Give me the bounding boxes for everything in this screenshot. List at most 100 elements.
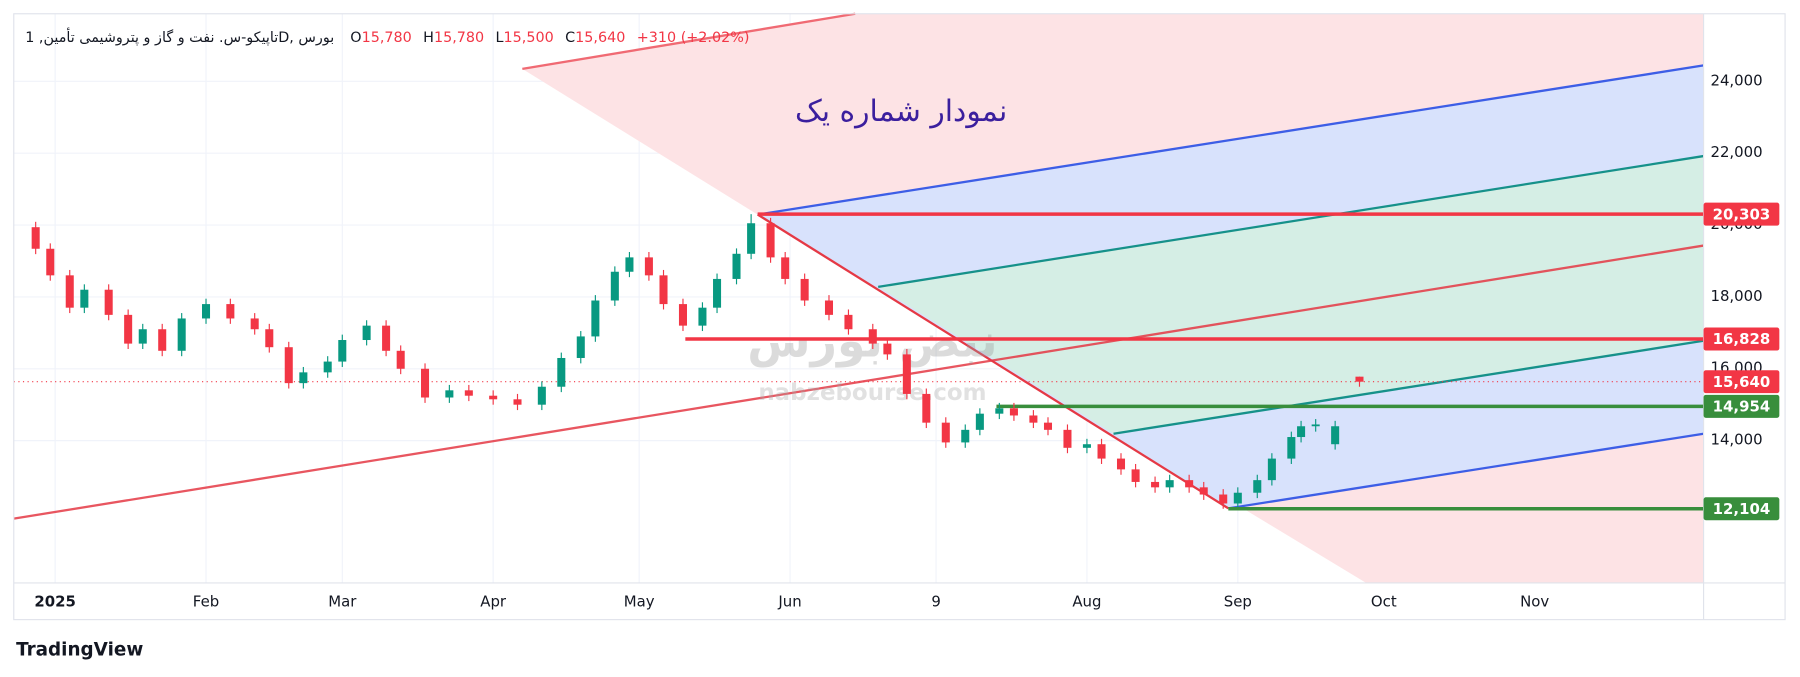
candle-body [65,275,74,308]
price-tag [1703,327,1780,351]
pitchfork-handle [757,213,1229,510]
frame [13,13,1786,621]
price-tag-label: 14,954 [1713,397,1771,415]
candle-body [747,223,756,254]
x-tick-label: Mar [328,592,357,610]
candle-body [124,314,133,344]
candle-body [659,275,668,305]
candle-body [713,278,722,308]
price-tag [1703,370,1780,394]
candle-body [591,300,600,337]
y-tick-label: 22,000 [1710,143,1762,161]
candle-body [299,372,308,384]
high-value: 15,780 [434,30,484,46]
price-tag-label: 16,828 [1713,330,1771,348]
candle-body [610,271,619,301]
pitchfork-inner-lower [1113,339,1704,435]
candle-body [265,329,274,348]
candle-body [975,413,984,430]
candle-body [537,386,546,405]
candle-body [902,354,911,394]
candle-body [1311,424,1320,427]
candle-body [1331,426,1340,445]
candle-body [800,278,809,301]
candle-body [80,289,89,308]
change: +310 (+2.02%) [637,30,750,46]
footer-logo: TradingView [16,640,143,661]
price-tag-label: 20,303 [1713,205,1771,223]
candle-body [489,395,498,400]
price-tag-label: 12,104 [1713,500,1771,518]
x-tick-label: Aug [1072,592,1101,610]
candle-body [576,336,585,358]
candle-body [995,408,1004,414]
candle-body [177,318,186,351]
candle-body [1199,487,1208,495]
candle-body [844,314,853,330]
candle-body [1063,429,1072,448]
candle-body [1009,408,1018,416]
candle-body [1219,494,1228,504]
candle-body [464,390,473,396]
annotation: نمودار شماره یک [795,94,1007,129]
candle-body [46,248,55,276]
high-label: H [423,30,434,46]
x-tick-label: 9 [931,592,940,610]
candle-body [678,304,687,326]
symbol: تاپیکو-س. نفت و گاز و پتروشیمی تأمین, 1D… [25,27,334,46]
candle-body [1097,444,1106,459]
price-tag-label: 15,640 [1713,373,1771,391]
candle-body [922,393,931,423]
low-label: L [496,30,504,46]
candle-body [781,257,790,279]
open-value: 15,780 [362,30,412,46]
fan-line [522,12,856,70]
candle-body [421,368,430,398]
candles [31,214,1364,509]
x-tick-label: Nov [1520,592,1549,610]
open-label: O [350,30,361,46]
x-tick-label: May [624,592,655,610]
candle-body [1029,415,1038,423]
candle-body [1185,480,1194,488]
x-tick-label: Feb [193,592,219,610]
candle-body [941,422,950,443]
candle-body [362,325,371,341]
candle-body [323,361,332,373]
candle-body [158,329,167,351]
pitchfork-upper [757,64,1704,216]
close-value: 15,640 [575,30,625,46]
price-tag [1703,394,1780,418]
header: تاپیکو-س. نفت و گاز و پتروشیمی تأمین, 1D… [25,27,749,46]
candle-body [824,300,834,315]
price-tag [1703,202,1780,226]
candle-body [1297,426,1306,438]
candle-body [961,429,970,443]
low-value: 15,500 [504,30,554,46]
candle-body [1165,480,1174,488]
y-tick-label: 24,000 [1710,71,1762,89]
candle-body [1116,458,1126,470]
candle-body [396,350,405,369]
candle-body [1355,376,1364,382]
levels [13,212,1704,511]
candle-body [1267,458,1276,481]
close-label: C [565,30,575,46]
candle-body [1233,492,1242,504]
candle-body [250,318,259,330]
candle-body [284,347,293,384]
candle-body [382,325,391,351]
candle-body [338,340,347,362]
axes: 14,00016,00018,00020,00022,00024,0002025… [34,71,1780,610]
candle-body [732,253,741,279]
pitchfork-inner-zone [878,156,1704,434]
candle-body [513,399,522,405]
candle-body [644,257,653,276]
candle-body [202,304,211,319]
pitchfork-inner-upper [878,154,1704,288]
pitchfork-lower [1228,432,1704,510]
candle-body [1287,437,1296,459]
y-tick-label: 14,000 [1710,431,1762,449]
